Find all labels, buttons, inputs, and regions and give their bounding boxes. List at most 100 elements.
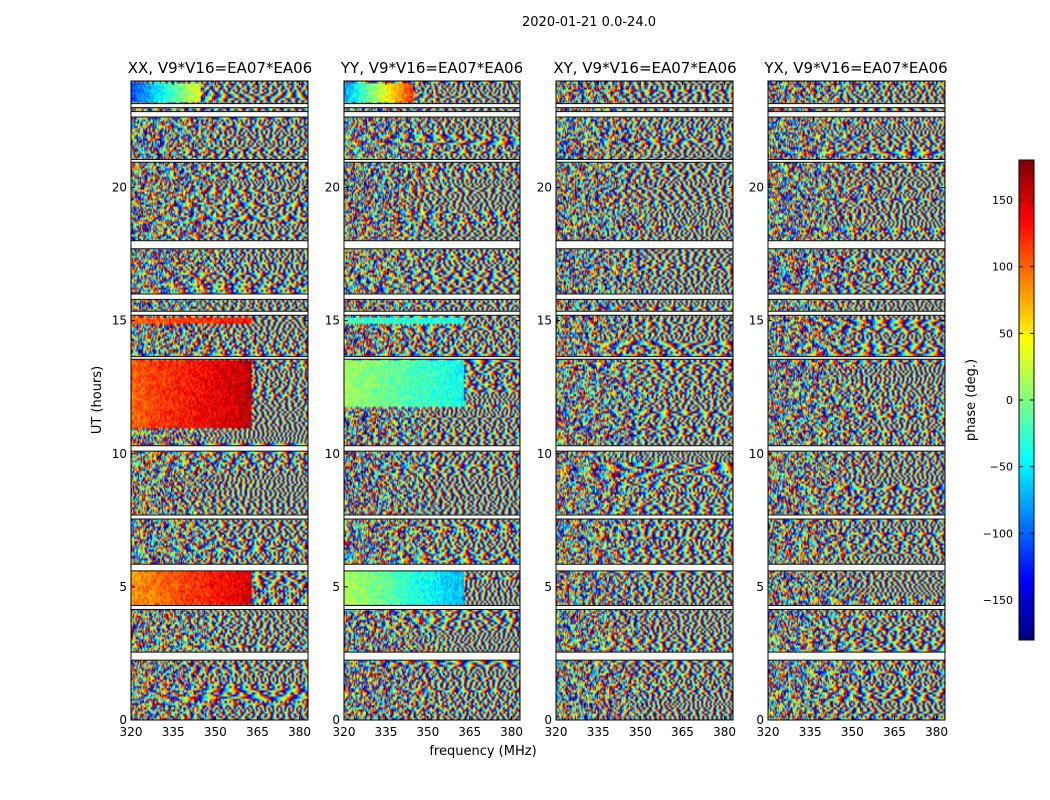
colorbar: 150 100 50 0 −50 −100 −150 phase (deg.)	[964, 159, 1035, 641]
flagged-gap	[556, 240, 733, 249]
colorbar-gradient	[1019, 160, 1034, 640]
panel-title-yx: YX, V9*V16=EA07*EA06	[763, 59, 947, 77]
axis-ticks-yx: 320 335 350 365 380 0 5 10 15 20	[749, 81, 948, 739]
y-tick-label: 0	[756, 713, 764, 727]
x-tick-label: 380	[288, 725, 311, 739]
colorbar-tick-label: −150	[983, 594, 1013, 607]
x-tick-label: 365	[246, 725, 269, 739]
flagged-gap	[344, 111, 520, 117]
y-tick-label: 0	[544, 713, 552, 727]
flagged-gap	[131, 356, 308, 360]
x-tick-label: 320	[757, 725, 780, 739]
x-tick-label: 380	[713, 725, 736, 739]
x-tick-label: 350	[416, 725, 439, 739]
y-tick-label: 5	[332, 580, 340, 594]
flagged-gap	[556, 159, 733, 163]
x-tick-label: 335	[162, 725, 185, 739]
x-tick-label: 380	[925, 725, 948, 739]
flagged-gap	[768, 311, 945, 316]
flagged-gap	[131, 605, 308, 610]
flagged-gap	[768, 445, 945, 452]
flagged-gap	[556, 514, 733, 519]
flagged-gap	[556, 445, 733, 452]
flagged-gaps-xy	[556, 103, 733, 661]
colorbar-tick-label: 150	[992, 194, 1013, 207]
flagged-gap	[131, 652, 308, 661]
y-tick-label: 20	[749, 181, 764, 195]
x-tick-label: 320	[120, 725, 143, 739]
flagged-gap	[768, 652, 945, 661]
x-tick-label: 320	[545, 725, 568, 739]
axes-frame-yx	[767, 80, 946, 721]
flagged-gap	[344, 605, 520, 610]
colorbar-tick-label: −50	[990, 461, 1013, 474]
figure-suptitle: 2020-01-21 0.0-24.0	[522, 15, 656, 30]
flagged-gap	[131, 111, 308, 117]
flagged-gap	[768, 514, 945, 519]
flagged-gap	[344, 294, 520, 300]
flagged-gap	[768, 605, 945, 610]
panel-xx: XX, V9*V16=EA07*EA06 320 335 350 365 380 0 5 10…	[112, 59, 313, 739]
flagged-gap	[131, 294, 308, 300]
colorbar-tick-label: 100	[992, 261, 1013, 274]
flagged-gap	[344, 445, 520, 452]
phase-heatmap-yy	[344, 81, 520, 720]
colorbar-tick-label: 0	[1006, 394, 1013, 407]
panel-yx: YX, V9*V16=EA07*EA06 320 335 350 365 380 0 5 10…	[749, 59, 948, 739]
x-tick-label: 320	[333, 725, 356, 739]
panel-yy: YY, V9*V16=EA07*EA06 320 335 350 365 380 0 5 10…	[325, 59, 523, 739]
flagged-gap	[131, 103, 308, 108]
y-tick-label: 15	[325, 314, 340, 328]
y-tick-label: 20	[325, 181, 340, 195]
flagged-gaps-xx	[131, 103, 308, 661]
y-tick-label: 15	[749, 314, 764, 328]
axis-ticks-yy: 320 335 350 365 380 0 5 10 15 20	[325, 81, 523, 739]
flagged-gap	[131, 514, 308, 519]
axis-ticks-xx: 320 335 350 365 380 0 5 10 15 20	[112, 81, 311, 739]
flagged-gap	[768, 159, 945, 163]
x-axis-label: frequency (MHz)	[429, 744, 536, 759]
flagged-gap	[344, 356, 520, 360]
x-tick-label: 350	[629, 725, 652, 739]
x-tick-label: 365	[458, 725, 481, 739]
x-tick-label: 365	[883, 725, 906, 739]
flagged-gap	[344, 240, 520, 249]
phase-heatmap-xy	[556, 81, 733, 720]
colorbar-label: phase (deg.)	[964, 359, 979, 441]
y-tick-label: 15	[112, 314, 127, 328]
flagged-gap	[556, 294, 733, 300]
y-tick-label: 20	[537, 181, 552, 195]
y-tick-label: 15	[537, 314, 552, 328]
x-tick-label: 335	[374, 725, 397, 739]
flagged-gap	[344, 311, 520, 316]
flagged-gap	[768, 103, 945, 108]
panel-title-xx: XX, V9*V16=EA07*EA06	[128, 59, 312, 77]
x-tick-label: 350	[841, 725, 864, 739]
flagged-gap	[131, 445, 308, 452]
y-tick-label: 5	[544, 580, 552, 594]
flagged-gap	[344, 103, 520, 108]
flagged-gap	[556, 652, 733, 661]
axes-frame-xx	[130, 80, 309, 721]
y-tick-label: 5	[119, 580, 127, 594]
phase-heatmap-xx	[131, 81, 308, 720]
y-tick-label: 10	[112, 447, 127, 461]
flagged-gap	[768, 240, 945, 249]
colorbar-ticks: 150 100 50 0 −50 −100 −150	[983, 194, 1034, 607]
x-tick-label: 335	[799, 725, 822, 739]
panel-title-xy: XY, V9*V16=EA07*EA06	[553, 59, 736, 77]
y-axis-label: UT (hours)	[90, 366, 105, 434]
flagged-gap	[344, 564, 520, 571]
flagged-gap	[556, 356, 733, 360]
flagged-gap	[556, 111, 733, 117]
y-tick-label: 10	[537, 447, 552, 461]
y-tick-label: 10	[749, 447, 764, 461]
flagged-gap	[131, 159, 308, 163]
axes-frame-xy	[555, 80, 734, 721]
axis-ticks-xy: 320 335 350 365 380 0 5 10 15 20	[537, 81, 736, 739]
colorbar-tick-label: −100	[983, 527, 1013, 540]
axes-frame-yy	[343, 80, 521, 721]
flagged-gap	[768, 111, 945, 117]
panel-xy: XY, V9*V16=EA07*EA06 320 335 350 365 380 0 5 10…	[537, 59, 737, 739]
